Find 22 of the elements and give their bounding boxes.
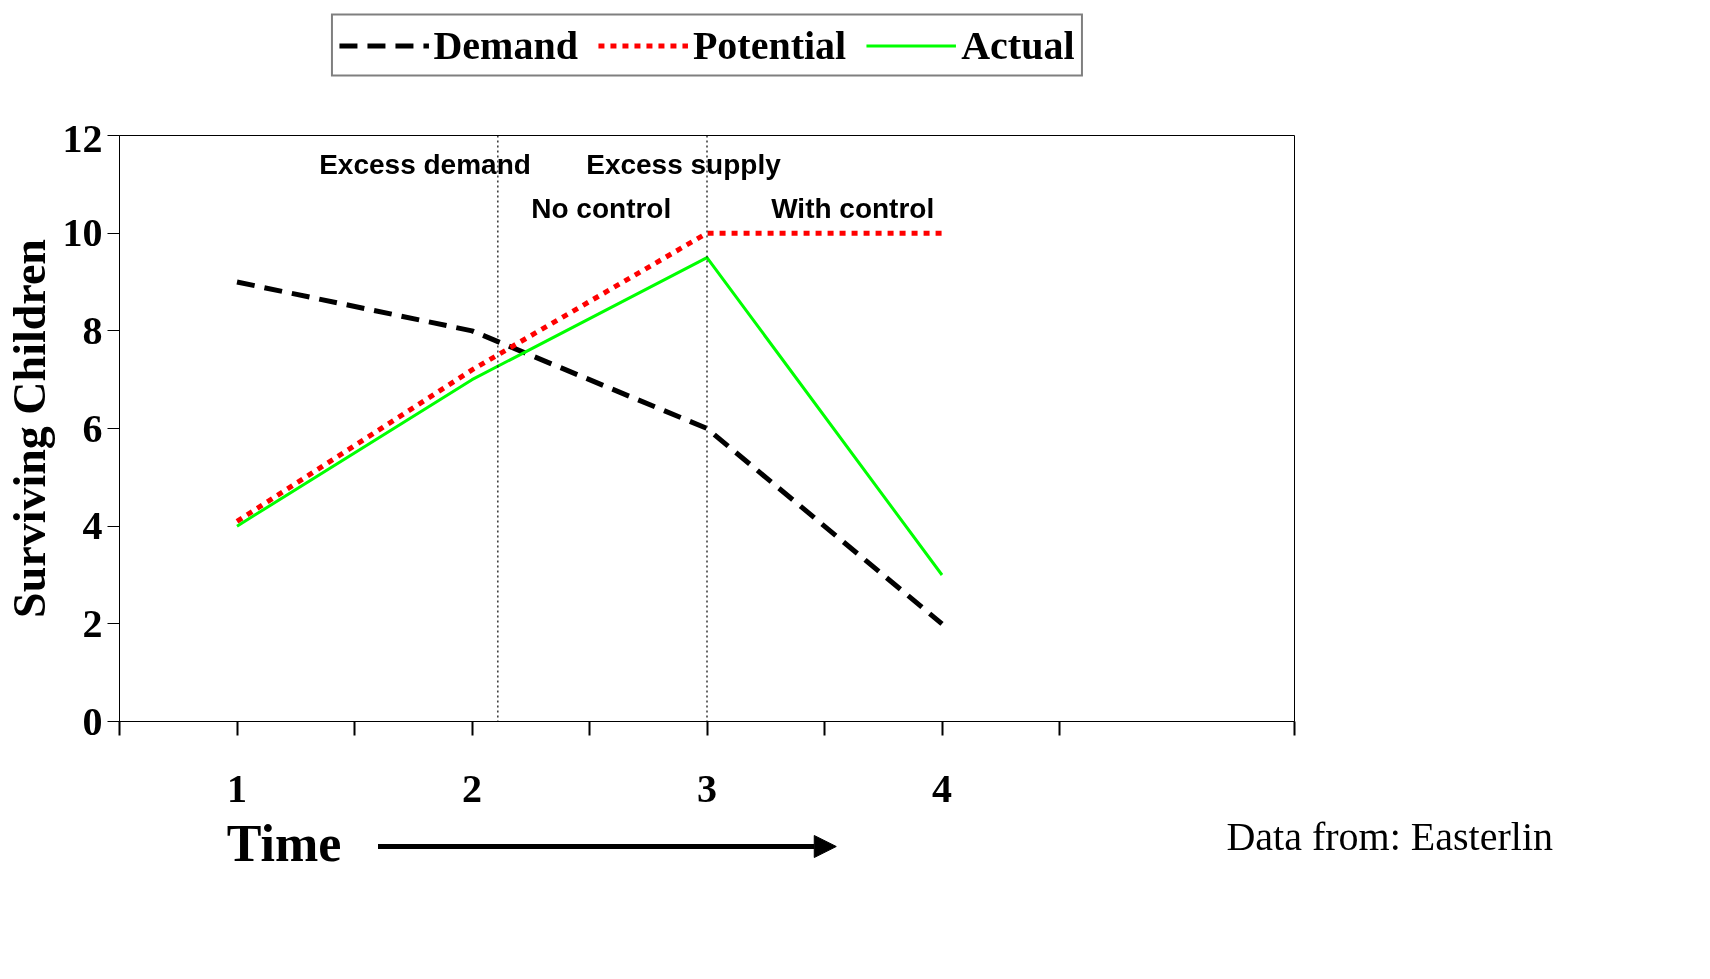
y-tick-label: 6 <box>82 405 103 451</box>
y-tick-label: 12 <box>62 115 103 161</box>
annotation: Excess supply <box>586 149 782 181</box>
annotation: No control <box>531 193 672 225</box>
text: Data from: Easterlin <box>1226 813 1553 859</box>
y-tick-label: 0 <box>82 698 103 744</box>
legend-label: Potential <box>692 21 847 69</box>
line-series <box>235 256 944 577</box>
x-tick-label: 3 <box>697 765 717 811</box>
y-axis-title: Surviving Children <box>3 239 55 618</box>
x-tick-label: 4 <box>932 765 952 811</box>
x-tick-label: 1 <box>227 765 247 811</box>
legend-label: Demand <box>433 21 578 69</box>
annotation: Excess demand <box>319 149 531 181</box>
annotation: With control <box>771 193 935 225</box>
y-tick-label: 2 <box>82 600 103 646</box>
x-axis-title: Time <box>226 814 342 872</box>
y-tick-label: 8 <box>82 307 103 353</box>
legend-label: Actual <box>961 21 1075 69</box>
x-tick-label: 2 <box>462 765 482 811</box>
y-tick-label: 10 <box>62 210 103 256</box>
y-tick-label: 4 <box>82 503 103 549</box>
